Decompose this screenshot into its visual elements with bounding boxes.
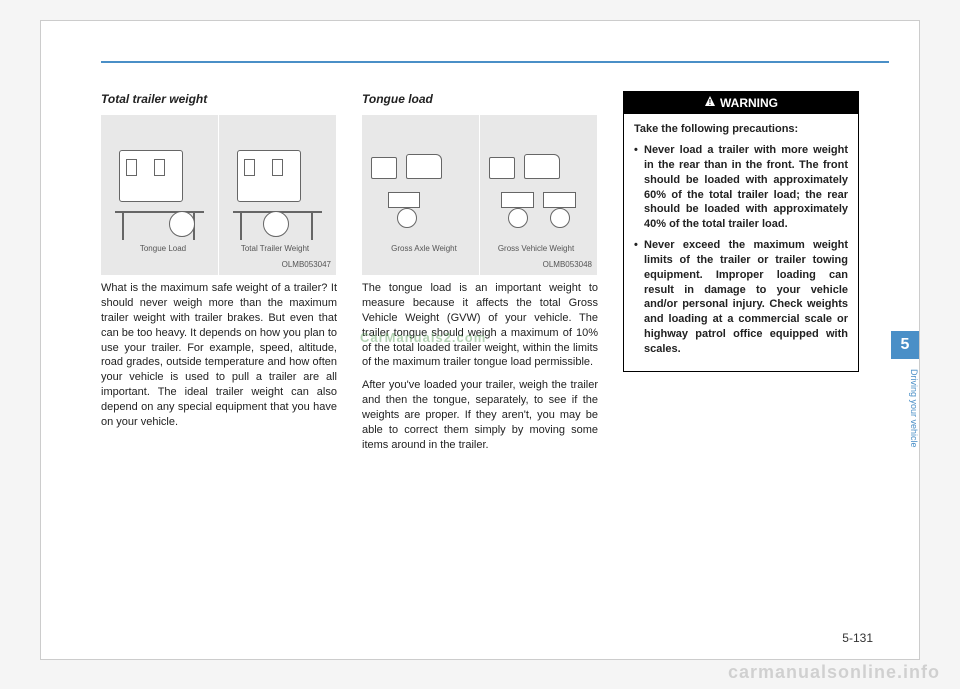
warning-header: ! WARNING bbox=[624, 92, 858, 114]
page-number: 5-131 bbox=[842, 631, 873, 645]
scale-icon bbox=[543, 192, 576, 208]
car-icon bbox=[406, 154, 441, 180]
caption-left: Tongue Load bbox=[107, 244, 219, 255]
svg-text:!: ! bbox=[709, 98, 712, 107]
col1-paragraph: What is the maximum safe weight of a tra… bbox=[101, 281, 337, 429]
figure-captions: Gross Axle Weight Gross Vehicle Weight bbox=[362, 244, 598, 255]
scale-icon bbox=[388, 192, 421, 208]
col2-paragraph-1: The tongue load is an important weight t… bbox=[362, 281, 598, 370]
figure-code: OLMB053048 bbox=[543, 260, 592, 271]
warning-title: WARNING bbox=[720, 96, 778, 110]
warning-list: Never load a trailer with more weight in… bbox=[634, 143, 848, 357]
figure-trailer-weight: Tongue Load Total Trailer Weight OLMB053… bbox=[101, 115, 337, 275]
col2-heading: Tongue load bbox=[362, 91, 598, 107]
warning-item: Never load a trailer with more weight in… bbox=[634, 143, 848, 232]
figure-tongue-load: Gross Axle Weight Gross Vehicle Weight O… bbox=[362, 115, 598, 275]
warning-body: Take the following precautions: Never lo… bbox=[624, 114, 858, 371]
content-columns: Total trailer weight bbox=[101, 91, 859, 619]
warning-intro: Take the following precautions: bbox=[634, 122, 848, 137]
mini-trailer-icon bbox=[371, 157, 397, 179]
warning-box: ! WARNING Take the following precautions… bbox=[623, 91, 859, 372]
figure-captions: Tongue Load Total Trailer Weight bbox=[101, 244, 337, 255]
watermark-center: CarManuals2.com bbox=[360, 330, 486, 345]
trailer-icon bbox=[119, 150, 183, 201]
warning-icon: ! bbox=[704, 95, 716, 111]
top-rule bbox=[101, 61, 889, 63]
caption-right: Total Trailer Weight bbox=[219, 244, 331, 255]
dial-icon bbox=[508, 208, 528, 228]
watermark-bottom: carmanualsonline.info bbox=[728, 662, 940, 683]
scale-icon bbox=[501, 192, 534, 208]
caption-left: Gross Axle Weight bbox=[368, 244, 480, 255]
mini-trailer-icon bbox=[489, 157, 515, 179]
dial-icon bbox=[397, 208, 417, 228]
dial-icon bbox=[550, 208, 570, 228]
chapter-label: Driving your vehicle bbox=[891, 365, 919, 505]
gauge-icon bbox=[169, 211, 195, 237]
col2-paragraph-2: After you've loaded your trailer, weigh … bbox=[362, 378, 598, 452]
col1-heading: Total trailer weight bbox=[101, 91, 337, 107]
column-3: ! WARNING Take the following precautions… bbox=[623, 91, 859, 619]
trailer-icon bbox=[237, 150, 301, 201]
car-icon bbox=[524, 154, 559, 180]
caption-right: Gross Vehicle Weight bbox=[480, 244, 592, 255]
figure-code: OLMB053047 bbox=[282, 260, 331, 271]
chapter-tab: 5 bbox=[891, 331, 919, 359]
warning-item: Never exceed the maximum weight limits o… bbox=[634, 238, 848, 357]
column-2: Tongue load Gross Axle Weigh bbox=[362, 91, 598, 619]
column-1: Total trailer weight bbox=[101, 91, 337, 619]
